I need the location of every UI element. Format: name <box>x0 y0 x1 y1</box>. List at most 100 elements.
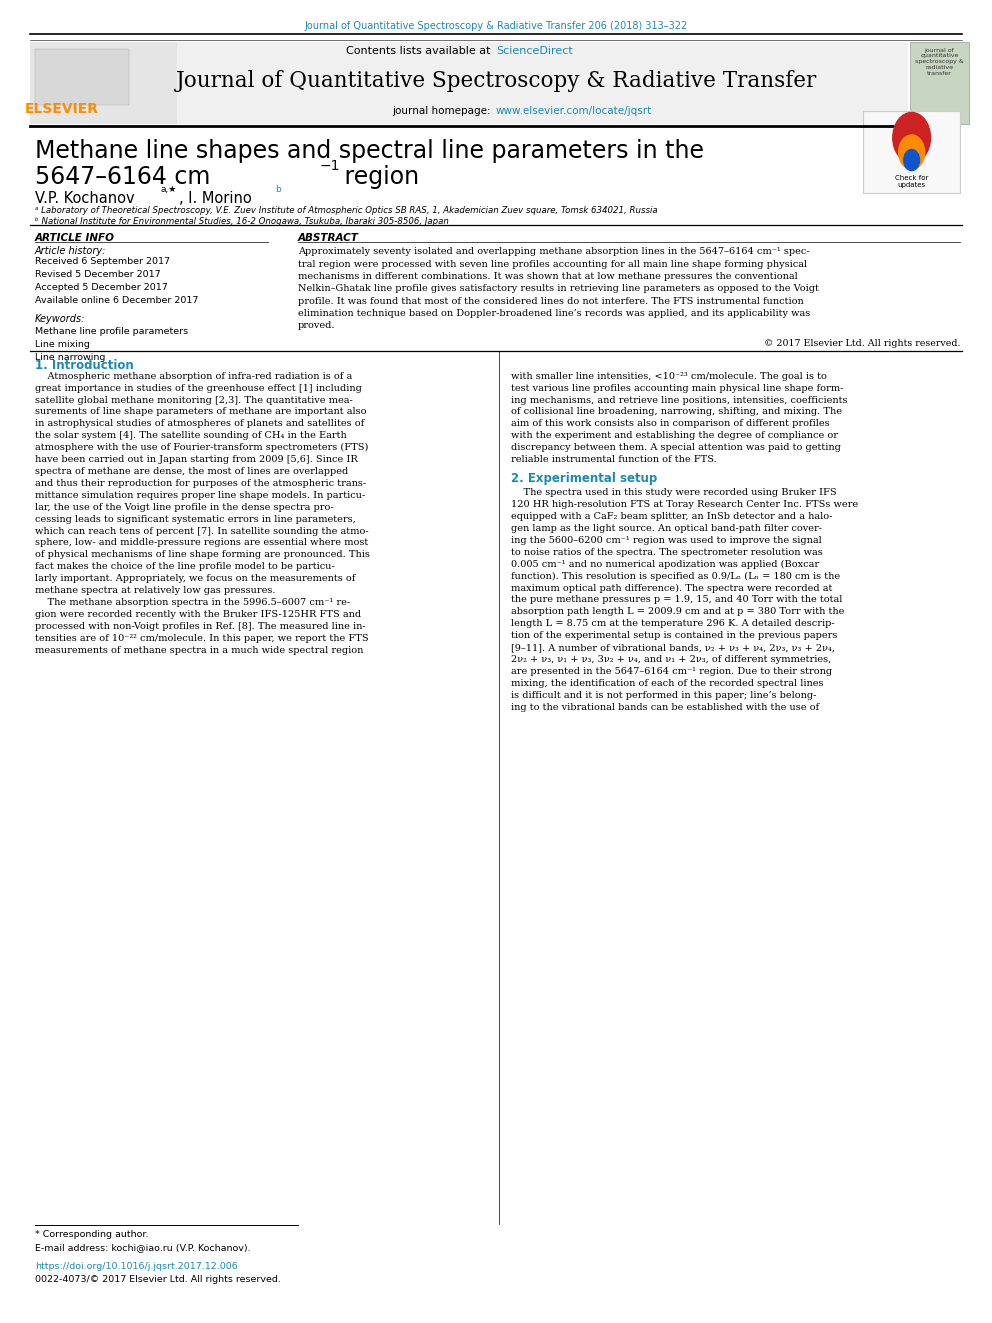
Text: atmosphere with the use of Fourier-transform spectrometers (FTS): atmosphere with the use of Fourier-trans… <box>35 443 368 452</box>
Text: reliable instrumental function of the FTS.: reliable instrumental function of the FT… <box>511 455 716 464</box>
Text: Check for
updates: Check for updates <box>895 175 929 188</box>
Text: with smaller line intensities, <10⁻²³ cm/molecule. The goal is to: with smaller line intensities, <10⁻²³ cm… <box>511 372 826 381</box>
Text: of physical mechanisms of line shape forming are pronounced. This: of physical mechanisms of line shape for… <box>35 550 370 560</box>
Text: aim of this work consists also in comparison of different profiles: aim of this work consists also in compar… <box>511 419 829 429</box>
Text: ELSEVIER: ELSEVIER <box>25 102 98 116</box>
Text: discrepancy between them. A special attention was paid to getting: discrepancy between them. A special atte… <box>511 443 841 452</box>
FancyBboxPatch shape <box>35 49 129 105</box>
Text: ing mechanisms, and retrieve line positions, intensities, coefficients: ing mechanisms, and retrieve line positi… <box>511 396 847 405</box>
FancyBboxPatch shape <box>863 111 960 193</box>
Text: function). This resolution is specified as 0.9/Lₙ (Lₙ = 180 cm is the: function). This resolution is specified … <box>511 572 840 581</box>
Circle shape <box>899 135 925 169</box>
Text: Line narrowing: Line narrowing <box>35 353 105 363</box>
Text: surements of line shape parameters of methane are important also: surements of line shape parameters of me… <box>35 407 366 417</box>
Text: ᵇ National Institute for Environmental Studies, 16-2 Onogawa, Tsukuba, Ibaraki 3: ᵇ National Institute for Environmental S… <box>35 217 448 226</box>
Text: length L = 8.75 cm at the temperature 296 K. A detailed descrip-: length L = 8.75 cm at the temperature 29… <box>511 619 834 628</box>
Text: to noise ratios of the spectra. The spectrometer resolution was: to noise ratios of the spectra. The spec… <box>511 548 822 557</box>
Text: 120 HR high-resolution FTS at Toray Research Center Inc. FTSs were: 120 HR high-resolution FTS at Toray Rese… <box>511 500 858 509</box>
Text: the solar system [4]. The satellite sounding of CH₄ in the Earth: the solar system [4]. The satellite soun… <box>35 431 346 441</box>
Text: −1: −1 <box>319 159 340 173</box>
Circle shape <box>893 112 930 163</box>
Text: have been carried out in Japan starting from 2009 [5,6]. Since IR: have been carried out in Japan starting … <box>35 455 357 464</box>
Text: Contents lists available at: Contents lists available at <box>346 46 494 57</box>
Text: ScienceDirect: ScienceDirect <box>496 46 572 57</box>
Text: ing the 5600–6200 cm⁻¹ region was used to improve the signal: ing the 5600–6200 cm⁻¹ region was used t… <box>511 536 821 545</box>
FancyBboxPatch shape <box>30 42 177 124</box>
Text: b: b <box>275 185 281 194</box>
FancyBboxPatch shape <box>910 42 969 124</box>
Text: www.elsevier.com/locate/jqsrt: www.elsevier.com/locate/jqsrt <box>496 106 653 116</box>
Text: Nelkin–Ghatak line profile gives satisfactory results in retrieving line paramet: Nelkin–Ghatak line profile gives satisfa… <box>298 284 818 294</box>
Text: with the experiment and establishing the degree of compliance or: with the experiment and establishing the… <box>511 431 838 441</box>
Circle shape <box>904 149 920 171</box>
Text: satellite global methane monitoring [2,3]. The quantitative mea-: satellite global methane monitoring [2,3… <box>35 396 352 405</box>
Text: tral region were processed with seven line profiles accounting for all main line: tral region were processed with seven li… <box>298 259 806 269</box>
Text: V.P. Kochanov: V.P. Kochanov <box>35 191 134 205</box>
Text: which can reach tens of percent [7]. In satellite sounding the atmo-: which can reach tens of percent [7]. In … <box>35 527 368 536</box>
Text: ing to the vibrational bands can be established with the use of: ing to the vibrational bands can be esta… <box>511 703 819 712</box>
Text: Accepted 5 December 2017: Accepted 5 December 2017 <box>35 283 168 292</box>
Text: mittance simulation requires proper line shape models. In particu-: mittance simulation requires proper line… <box>35 491 365 500</box>
Text: https://doi.org/10.1016/j.jqsrt.2017.12.006: https://doi.org/10.1016/j.jqsrt.2017.12.… <box>35 1262 237 1271</box>
Text: 0022-4073/© 2017 Elsevier Ltd. All rights reserved.: 0022-4073/© 2017 Elsevier Ltd. All right… <box>35 1275 281 1285</box>
Text: of collisional line broadening, narrowing, shifting, and mixing. The: of collisional line broadening, narrowin… <box>511 407 842 417</box>
Text: equipped with a CaF₂ beam splitter, an InSb detector and a halo-: equipped with a CaF₂ beam splitter, an I… <box>511 512 832 521</box>
Text: The methane absorption spectra in the 5996.5–6007 cm⁻¹ re-: The methane absorption spectra in the 59… <box>35 598 350 607</box>
Text: Approximately seventy isolated and overlapping methane absorption lines in the 5: Approximately seventy isolated and overl… <box>298 247 809 257</box>
Text: larly important. Appropriately, we focus on the measurements of: larly important. Appropriately, we focus… <box>35 574 355 583</box>
Text: 2. Experimental setup: 2. Experimental setup <box>511 472 657 486</box>
FancyBboxPatch shape <box>30 42 908 124</box>
Text: * Corresponding author.: * Corresponding author. <box>35 1230 148 1240</box>
Text: The spectra used in this study were recorded using Bruker IFS: The spectra used in this study were reco… <box>511 488 836 497</box>
Text: elimination technique based on Doppler-broadened line’s records was applied, and: elimination technique based on Doppler-b… <box>298 308 809 318</box>
Text: Article history:: Article history: <box>35 246 106 257</box>
Text: journal of
quantitative
spectroscopy &
radiative
transfer: journal of quantitative spectroscopy & r… <box>915 48 964 75</box>
Text: great importance in studies of the greenhouse effect [1] including: great importance in studies of the green… <box>35 384 362 393</box>
Text: , I. Morino: , I. Morino <box>179 191 251 205</box>
Text: Available online 6 December 2017: Available online 6 December 2017 <box>35 296 198 306</box>
Text: spectra of methane are dense, the most of lines are overlapped: spectra of methane are dense, the most o… <box>35 467 348 476</box>
Text: [9–11]. A number of vibrational bands, ν₂ + ν₃ + ν₄, 2ν₃, ν₃ + 2ν₄,: [9–11]. A number of vibrational bands, ν… <box>511 643 835 652</box>
Text: E-mail address: kochi@iao.ru (V.P. Kochanov).: E-mail address: kochi@iao.ru (V.P. Kocha… <box>35 1244 250 1253</box>
Text: profile. It was found that most of the considered lines do not interfere. The FT: profile. It was found that most of the c… <box>298 296 804 306</box>
Text: ARTICLE INFO: ARTICLE INFO <box>35 233 115 243</box>
Text: the pure methane pressures p = 1.9, 15, and 40 Torr with the total: the pure methane pressures p = 1.9, 15, … <box>511 595 842 605</box>
Text: are presented in the 5647–6164 cm⁻¹ region. Due to their strong: are presented in the 5647–6164 cm⁻¹ regi… <box>511 667 832 676</box>
Text: and thus their reproduction for purposes of the atmospheric trans-: and thus their reproduction for purposes… <box>35 479 366 488</box>
Text: is difficult and it is not performed in this paper; line’s belong-: is difficult and it is not performed in … <box>511 691 816 700</box>
Text: journal homepage:: journal homepage: <box>392 106 494 116</box>
Text: gion were recorded recently with the Bruker IFS-125HR FTS and: gion were recorded recently with the Bru… <box>35 610 361 619</box>
Text: a,★: a,★ <box>161 185 178 194</box>
Text: sphere, low- and middle-pressure regions are essential where most: sphere, low- and middle-pressure regions… <box>35 538 368 548</box>
Text: proved.: proved. <box>298 321 335 331</box>
Text: 0.005 cm⁻¹ and no numerical apodization was applied (Boxcar: 0.005 cm⁻¹ and no numerical apodization … <box>511 560 819 569</box>
Text: in astrophysical studies of atmospheres of planets and satellites of: in astrophysical studies of atmospheres … <box>35 419 364 429</box>
Text: Journal of Quantitative Spectroscopy & Radiative Transfer 206 (2018) 313–322: Journal of Quantitative Spectroscopy & R… <box>305 21 687 32</box>
Text: Journal of Quantitative Spectroscopy & Radiative Transfer: Journal of Quantitative Spectroscopy & R… <box>176 70 816 93</box>
Text: gen lamp as the light source. An optical band-path filter cover-: gen lamp as the light source. An optical… <box>511 524 822 533</box>
Text: test various line profiles accounting main physical line shape form-: test various line profiles accounting ma… <box>511 384 843 393</box>
Text: maximum optical path difference). The spectra were recorded at: maximum optical path difference). The sp… <box>511 583 832 593</box>
Text: Line mixing: Line mixing <box>35 340 89 349</box>
Text: lar, the use of the Voigt line profile in the dense spectra pro-: lar, the use of the Voigt line profile i… <box>35 503 333 512</box>
Text: 2ν₂ + ν₃, ν₁ + ν₃, 3ν₂ + ν₄, and ν₁ + 2ν₃, of different symmetries,: 2ν₂ + ν₃, ν₁ + ν₃, 3ν₂ + ν₄, and ν₁ + 2ν… <box>511 655 831 664</box>
Text: methane spectra at relatively low gas pressures.: methane spectra at relatively low gas pr… <box>35 586 275 595</box>
Text: region: region <box>337 165 420 189</box>
Text: Methane line profile parameters: Methane line profile parameters <box>35 327 187 336</box>
Text: mechanisms in different combinations. It was shown that at low methane pressures: mechanisms in different combinations. It… <box>298 273 798 280</box>
Text: 1. Introduction: 1. Introduction <box>35 359 134 372</box>
Text: Keywords:: Keywords: <box>35 314 85 324</box>
Text: measurements of methane spectra in a much wide spectral region: measurements of methane spectra in a muc… <box>35 646 363 655</box>
Text: processed with non-Voigt profiles in Ref. [8]. The measured line in-: processed with non-Voigt profiles in Ref… <box>35 622 365 631</box>
Text: 5647–6164 cm: 5647–6164 cm <box>35 165 210 189</box>
Text: Revised 5 December 2017: Revised 5 December 2017 <box>35 270 161 279</box>
Text: ᵃ Laboratory of Theoretical Spectroscopy, V.E. Zuev Institute of Atmospheric Opt: ᵃ Laboratory of Theoretical Spectroscopy… <box>35 206 658 216</box>
Text: cessing leads to significant systematic errors in line parameters,: cessing leads to significant systematic … <box>35 515 355 524</box>
Text: © 2017 Elsevier Ltd. All rights reserved.: © 2017 Elsevier Ltd. All rights reserved… <box>764 339 960 348</box>
Text: Methane line shapes and spectral line parameters in the: Methane line shapes and spectral line pa… <box>35 139 703 163</box>
Text: mixing, the identification of each of the recorded spectral lines: mixing, the identification of each of th… <box>511 679 823 688</box>
Text: absorption path length L = 2009.9 cm and at p = 380 Torr with the: absorption path length L = 2009.9 cm and… <box>511 607 844 617</box>
Text: Atmospheric methane absorption of infra-red radiation is of a: Atmospheric methane absorption of infra-… <box>35 372 352 381</box>
Text: Received 6 September 2017: Received 6 September 2017 <box>35 257 170 266</box>
Text: fact makes the choice of the line profile model to be particu-: fact makes the choice of the line profil… <box>35 562 334 572</box>
